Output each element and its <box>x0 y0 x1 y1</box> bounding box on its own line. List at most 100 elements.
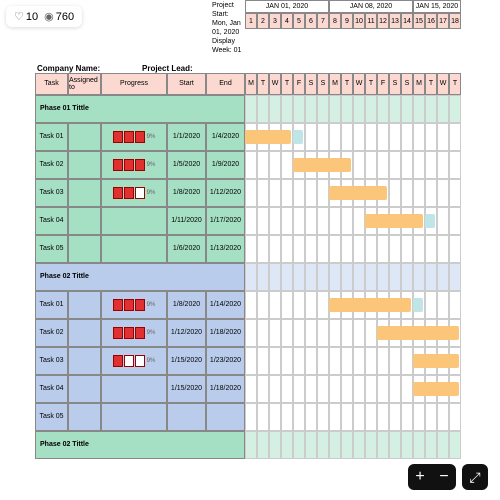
gantt-cell <box>281 291 293 319</box>
gantt-cell <box>329 375 341 403</box>
gantt-cell <box>257 179 269 207</box>
gantt-cell <box>305 291 317 319</box>
zoom-in-button[interactable]: + <box>408 464 432 490</box>
gantt-bar[interactable] <box>329 186 387 200</box>
gantt-bar[interactable] <box>365 214 423 228</box>
col-start: Start <box>167 73 206 95</box>
gantt-bar[interactable] <box>245 130 291 144</box>
task-name: Task 01 <box>35 291 68 319</box>
gantt-cell <box>401 375 413 403</box>
gantt-cell <box>305 375 317 403</box>
gantt-cell <box>245 235 257 263</box>
gantt-cell <box>269 235 281 263</box>
gantt-cell <box>377 151 389 179</box>
gantt-cell <box>425 235 437 263</box>
gantt-cell <box>413 403 425 431</box>
gantt-cell <box>269 291 281 319</box>
fullscreen-button[interactable]: ⤢ <box>462 464 488 490</box>
col-assigned: Assigned to <box>68 73 101 95</box>
gantt-cell <box>389 347 401 375</box>
progress-segment <box>124 327 134 339</box>
gantt-cell <box>257 95 269 123</box>
gantt-cell <box>389 235 401 263</box>
gantt-cell <box>353 375 365 403</box>
progress-segment <box>124 355 134 367</box>
gantt-cell <box>281 263 293 291</box>
dow-cell: T <box>449 73 461 95</box>
gantt-cell <box>365 263 377 291</box>
task-row: Task 039%1/8/20201/12/2020 <box>35 179 500 207</box>
gantt-cell <box>401 151 413 179</box>
gantt-bar[interactable] <box>413 382 459 396</box>
gantt-cell <box>341 123 353 151</box>
gantt-cell <box>341 263 353 291</box>
gantt-bar-secondary[interactable] <box>413 298 423 312</box>
day-number-cell: 13 <box>389 13 401 29</box>
phase-title: Phase 01 Tittle <box>35 95 245 123</box>
start-date: 1/6/2020 <box>167 235 206 263</box>
dow-cell: W <box>269 73 281 95</box>
gantt-bar[interactable] <box>413 354 459 368</box>
dow-cell: T <box>425 73 437 95</box>
gantt-cell <box>317 207 329 235</box>
project-start-label: Project Start: Mon, Jan 01, 2020 <box>212 1 245 37</box>
gantt-cell <box>437 207 449 235</box>
phase-title: Phase 02 Tittle <box>35 263 245 291</box>
gantt-cell <box>437 95 449 123</box>
gantt-cell <box>245 291 257 319</box>
gantt-cell <box>329 95 341 123</box>
gantt-cell <box>329 431 341 459</box>
gantt-cell <box>317 291 329 319</box>
task-row: Task 05 <box>35 403 500 431</box>
end-date <box>206 403 245 431</box>
gantt-cell <box>329 263 341 291</box>
task-name: Task 03 <box>35 179 68 207</box>
gantt-cell <box>305 179 317 207</box>
gantt-cell <box>281 319 293 347</box>
gantt-cell <box>425 95 437 123</box>
zoom-out-button[interactable]: − <box>432 464 456 490</box>
dow-row: MTWTFSSMTWTFSSMTWT <box>245 73 461 95</box>
gantt-bar[interactable] <box>293 158 351 172</box>
project-lead-label: Project Lead: <box>140 64 245 73</box>
gantt-cell <box>305 403 317 431</box>
company-name-label: Company Name: <box>35 64 140 73</box>
dow-cell: W <box>353 73 365 95</box>
gantt-bar-secondary[interactable] <box>425 214 435 228</box>
gantt-cell <box>281 95 293 123</box>
progress-cell <box>101 403 167 431</box>
gantt-cell <box>425 263 437 291</box>
gantt-cell <box>269 179 281 207</box>
gantt-cell <box>353 403 365 431</box>
gantt-cell <box>365 123 377 151</box>
progress-segment <box>113 355 123 367</box>
project-meta: Project Start: Mon, Jan 01, 2020 Display… <box>212 0 245 56</box>
day-number-cell: 12 <box>377 13 389 29</box>
gantt-cell <box>341 235 353 263</box>
day-number-row: 123456789101112131415161718 <box>245 13 500 29</box>
day-number-cell: 9 <box>341 13 353 29</box>
gantt-bar[interactable] <box>377 326 459 340</box>
gantt-cell <box>317 235 329 263</box>
gantt-cell <box>329 403 341 431</box>
gantt-cell <box>449 431 461 459</box>
gantt-cell <box>449 207 461 235</box>
gantt-cell <box>269 207 281 235</box>
dow-cell: S <box>317 73 329 95</box>
gantt-cell <box>341 431 353 459</box>
end-date: 1/14/2020 <box>206 291 245 319</box>
dow-cell: M <box>329 73 341 95</box>
gantt-cell <box>425 123 437 151</box>
gantt-cell <box>269 375 281 403</box>
phase-title: Phase 02 Tittle <box>35 431 245 459</box>
start-date: 1/11/2020 <box>167 207 206 235</box>
gantt-cell <box>377 123 389 151</box>
gantt-cell <box>425 403 437 431</box>
gantt-cell <box>281 179 293 207</box>
gantt-cell <box>269 319 281 347</box>
gantt-cell <box>329 319 341 347</box>
gantt-bar-secondary[interactable] <box>293 130 303 144</box>
gantt-bar[interactable] <box>329 298 411 312</box>
gantt-cell <box>281 151 293 179</box>
gantt-cell <box>317 375 329 403</box>
